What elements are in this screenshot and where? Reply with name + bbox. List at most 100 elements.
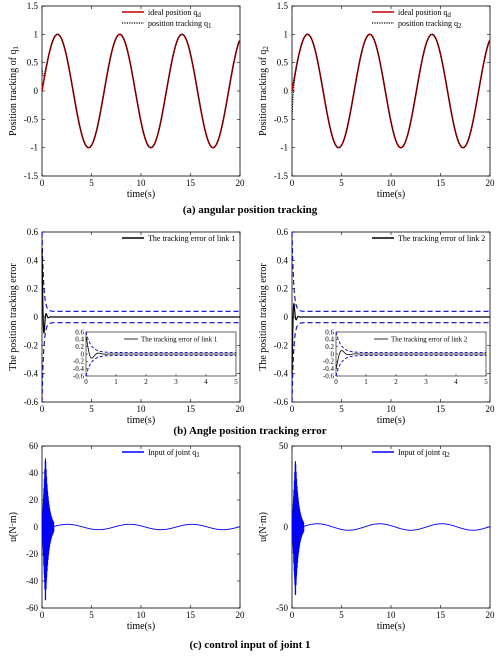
- inset-y-tick-label: 0.2: [325, 343, 334, 351]
- y-tick-label: -0.2: [274, 340, 288, 350]
- chart-error-link1: 0 5 10 15 20-0.6-0.4-0.200.20.40.6time(s)The…: [8, 227, 245, 426]
- x-tick-label: 15: [436, 404, 446, 414]
- inset-x-tick-label: 3: [424, 378, 428, 386]
- x-axis-label: time(s): [127, 189, 155, 200]
- y-tick-label: 0: [34, 86, 39, 96]
- x-axis-label: time(s): [377, 189, 405, 200]
- chart-position-q2: 0 5 10 15 20 -1.5 -1 -0.5 0 0.5 1 1.5 time(s) Positio…: [258, 1, 495, 200]
- x-tick-label: 0: [290, 178, 295, 188]
- y-axis-label: u(N·m): [258, 512, 269, 542]
- y-tick-label: 60: [29, 441, 39, 451]
- x-tick-label: 0: [290, 610, 295, 620]
- plot-frame: [41, 445, 241, 609]
- inset-x-tick-label: 2: [394, 378, 398, 386]
- y-tick-label: -0.2: [24, 340, 38, 350]
- x-tick-label: 10: [387, 178, 397, 188]
- chart-input-q1: 0 5 10 15 20 -60 -40 -20 0 20 40 60 time(s) u(N·m) Inp…: [8, 441, 245, 632]
- inset-x-tick-label: 4: [454, 378, 458, 386]
- x-tick-label: 15: [186, 178, 196, 188]
- y-tick-label: -0.5: [274, 114, 289, 124]
- inset-y-tick-label: 0: [331, 350, 335, 358]
- inset-y-tick-label: 0: [81, 350, 85, 358]
- legend-label: position tracking q1: [148, 19, 212, 30]
- plot-frame: [291, 5, 491, 177]
- x-tick-label: 5: [339, 404, 344, 414]
- x-tick-label: 5: [339, 610, 344, 620]
- inset-upper-bound: [335, 331, 486, 353]
- legend-label: Input of joint q1: [148, 448, 200, 459]
- inset-y-tick-label: -0.6: [323, 372, 335, 380]
- chart-position-q1: 0 5 10 15 20 -1.5 -1 -0.5 0 0.5 1 1.5 time(s) Positio…: [8, 1, 245, 200]
- x-tick-label: 0: [40, 404, 45, 414]
- y-tick-label: -50: [276, 603, 288, 613]
- inset-upper-bound: [85, 331, 236, 353]
- x-tick-label: 0: [40, 178, 45, 188]
- series-tracking-error: [291, 302, 490, 374]
- x-tick-label: 5: [339, 178, 344, 188]
- y-tick-label: 0: [284, 522, 289, 532]
- inset-x-tick-label: 1: [364, 378, 368, 386]
- y-tick-label: -40: [26, 576, 38, 586]
- inset-y-tick-label: 0.6: [325, 328, 334, 336]
- x-tick-label: 15: [436, 610, 446, 620]
- inset-x-tick-label: 3: [174, 378, 178, 386]
- x-tick-label: 15: [436, 178, 446, 188]
- inset-legend-label: The tracking error of link 2: [391, 336, 468, 344]
- y-axis-label: u(N·m): [8, 512, 19, 542]
- caption-b: (b) Angle position tracking error: [173, 425, 326, 437]
- y-tick-label: -20: [26, 549, 38, 559]
- x-tick-label: 15: [186, 610, 196, 620]
- series-joint-input: [291, 461, 491, 596]
- x-tick-label: 10: [137, 610, 147, 620]
- y-tick-label: 1.5: [277, 1, 289, 11]
- y-tick-label: 0.5: [27, 58, 39, 68]
- legend-label: ideal position qd: [148, 8, 201, 19]
- y-tick-label: 0.2: [277, 284, 288, 294]
- caption-a: (a) angular position tracking: [183, 204, 318, 216]
- lower-bound: [291, 322, 490, 403]
- legend-label: Input of joint q2: [398, 448, 450, 459]
- y-tick-label: 1: [284, 29, 289, 39]
- x-axis-label: time(s): [127, 415, 155, 426]
- y-tick-label: 0.5: [277, 58, 289, 68]
- inset-x-tick-label: 1: [114, 378, 118, 386]
- inset-y-tick-label: 0.4: [75, 336, 84, 344]
- y-tick-label: 0.4: [27, 255, 39, 265]
- y-tick-label: 0.6: [277, 227, 289, 237]
- y-tick-label: 0: [284, 312, 289, 322]
- inset-y-tick-label: -0.2: [323, 358, 335, 366]
- series-ideal-position: [41, 33, 241, 149]
- inset-x-tick-label: 5: [234, 378, 238, 386]
- x-tick-label: 20: [486, 178, 496, 188]
- x-tick-label: 5: [89, 610, 94, 620]
- x-axis-label: time(s): [127, 621, 155, 632]
- inset-y-tick-label: -0.4: [73, 365, 85, 373]
- y-axis-label: The position tracking error: [258, 263, 269, 371]
- y-tick-label: 1.5: [27, 1, 39, 11]
- x-tick-label: 20: [236, 610, 246, 620]
- inset-lower-bound: [85, 355, 236, 377]
- y-tick-label: -0.4: [24, 369, 39, 379]
- series-position-tracking: [291, 33, 490, 149]
- y-tick-label: 0.4: [277, 255, 289, 265]
- x-tick-label: 20: [486, 610, 496, 620]
- x-tick-label: 20: [236, 178, 246, 188]
- x-axis-label: time(s): [377, 415, 405, 426]
- inset-x-tick-label: 2: [144, 378, 148, 386]
- y-tick-label: -1: [281, 143, 289, 153]
- y-tick-label: -0.6: [274, 397, 289, 407]
- y-axis-label: Position tracking of q1: [8, 46, 20, 136]
- inset-y-tick-label: 0.6: [75, 328, 84, 336]
- caption-c: (c) control input of joint 1: [189, 639, 310, 651]
- legend-label: position tracking q2: [398, 19, 462, 30]
- inset-x-tick-label: 5: [484, 378, 488, 386]
- legend-label: The tracking error of link 2: [398, 234, 485, 243]
- plot-frame: [41, 5, 241, 177]
- legend-label: ideal position qd: [398, 8, 451, 19]
- upper-bound: [291, 231, 490, 312]
- x-tick-label: 0: [40, 610, 45, 620]
- y-tick-label: 0.2: [27, 284, 38, 294]
- y-tick-label: 0: [34, 522, 39, 532]
